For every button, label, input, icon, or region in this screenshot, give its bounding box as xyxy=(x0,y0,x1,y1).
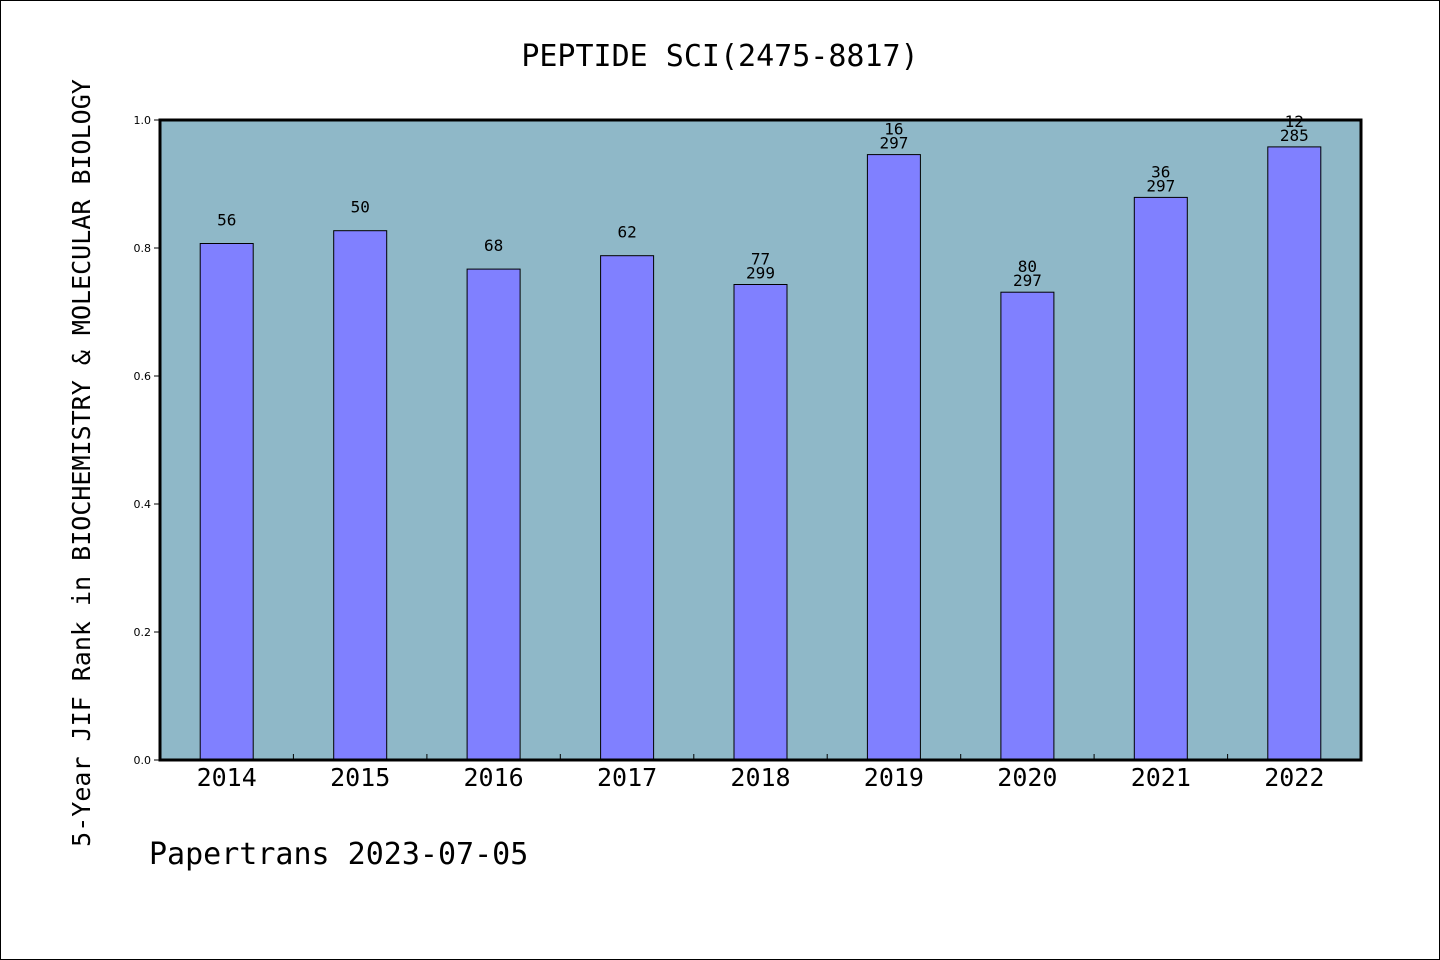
bar-label-2017-0: 62 xyxy=(617,223,636,242)
x-tick-label-2015: 2015 xyxy=(330,763,390,792)
bar-2021 xyxy=(1133,196,1188,761)
x-tick-label-2019: 2019 xyxy=(864,763,924,792)
footer-text: Papertrans 2023-07-05 xyxy=(149,837,528,872)
bar-2020 xyxy=(1000,291,1055,761)
y-tick-label-0.2: 0.2 xyxy=(134,626,152,639)
y-axis-label: 5-Year JIF Rank in BIOCHEMISTRY & MOLECU… xyxy=(67,79,96,847)
x-tick-label-2017: 2017 xyxy=(597,763,657,792)
bar-2022 xyxy=(1267,146,1322,761)
bar-label-2018-1: 299 xyxy=(746,264,775,283)
y-tick-label-0.6: 0.6 xyxy=(134,370,152,383)
plot-border xyxy=(158,118,1363,762)
y-axis: 0.0 0.2 0.4 0.6 0.8 1.0 xyxy=(134,114,160,767)
bar-label-2020-0: 80 xyxy=(1018,257,1037,276)
y-tick-label-0.0: 0.0 xyxy=(134,754,152,767)
x-tick-label-2020: 2020 xyxy=(997,763,1057,792)
bar-label-2016-0: 68 xyxy=(484,236,503,255)
bar-2017 xyxy=(600,255,655,761)
bar-label-2018-0: 77 xyxy=(751,250,770,269)
x-tick-label-2021: 2021 xyxy=(1131,763,1191,792)
bar-label-2015-0: 50 xyxy=(351,198,370,217)
y-tick-label-0.8: 0.8 xyxy=(134,242,152,255)
y-tick-label-1.0: 1.0 xyxy=(134,114,152,127)
x-tick-label-2022: 2022 xyxy=(1264,763,1324,792)
bar-label-2021-0: 36 xyxy=(1151,162,1170,181)
bar-2015 xyxy=(333,230,388,761)
x-tick-label-2016: 2016 xyxy=(463,763,523,792)
bar-label-2020-1: 297 xyxy=(1013,271,1042,290)
x-tick-label-2018: 2018 xyxy=(730,763,790,792)
chart-title: PEPTIDE SCI(2475-8817) xyxy=(521,39,918,74)
bar-2016 xyxy=(466,268,521,761)
bar-label-2019-0: 16 xyxy=(884,120,903,139)
x-tick-label-2014: 2014 xyxy=(197,763,257,792)
bar-label-2014-0: 56 xyxy=(217,211,236,230)
bar-label-2019-1: 297 xyxy=(879,134,908,153)
bar-2019 xyxy=(866,154,921,761)
y-tick-label-0.4: 0.4 xyxy=(134,498,152,511)
bar-label-2021-1: 297 xyxy=(1146,176,1175,195)
x-axis: 2014 2015 2016 2017 2018 2019 2020 2021 2022 xyxy=(197,754,1324,792)
bar-label-2022-1: 285 xyxy=(1280,126,1309,145)
bar-2018 xyxy=(733,284,788,761)
bar-2014 xyxy=(199,243,254,761)
